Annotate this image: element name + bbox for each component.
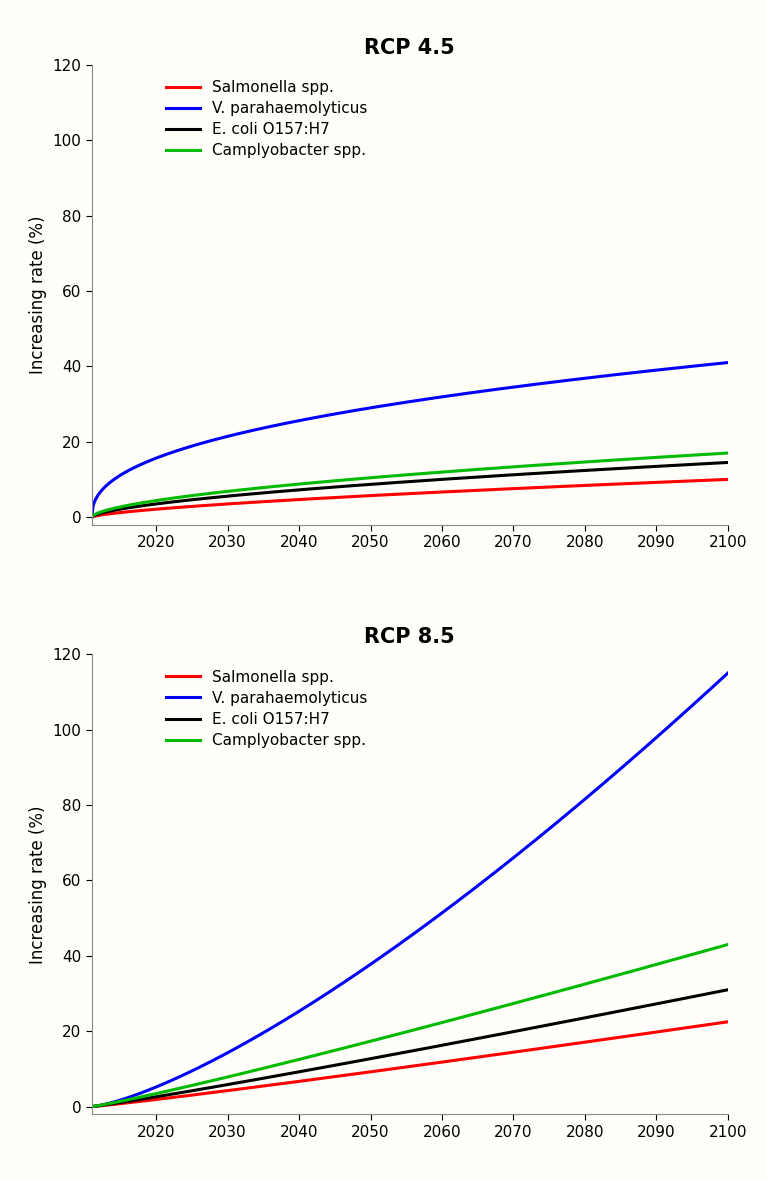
Line: Camplyobacter spp.: Camplyobacter spp.: [92, 944, 728, 1107]
Salmonella spp.: [723, 473, 732, 487]
Camplyobacter spp.: [512, 460, 521, 474]
Line: V. parahaemolyticus: V. parahaemolyticus: [92, 363, 728, 518]
Camplyobacter spp.: [200, 1075, 209, 1089]
Legend: Salmonella spp., V. parahaemolyticus, E. coli O157:H7, Camplyobacter spp.: Salmonella spp., V. parahaemolyticus, E.…: [163, 666, 371, 751]
V. parahaemolyticus: [250, 423, 260, 437]
Camplyobacter spp.: [250, 1063, 260, 1078]
V. parahaemolyticus: [723, 666, 732, 680]
V. parahaemolyticus: [566, 804, 575, 818]
E. coli O157:H7: [723, 455, 732, 469]
E. coli O157:H7: [200, 1081, 209, 1095]
E. coli O157:H7: [462, 1034, 471, 1048]
Line: Salmonella spp.: Salmonella spp.: [92, 480, 728, 518]
Title: RCP 8.5: RCP 8.5: [365, 627, 455, 647]
Salmonella spp.: [723, 1015, 732, 1029]
Salmonella spp.: [250, 1080, 260, 1094]
Camplyobacter spp.: [375, 1032, 385, 1046]
Line: E. coli O157:H7: E. coli O157:H7: [92, 462, 728, 518]
Camplyobacter spp.: [87, 511, 97, 525]
E. coli O157:H7: [250, 487, 260, 501]
E. coli O157:H7: [723, 983, 732, 997]
Line: V. parahaemolyticus: V. parahaemolyticus: [92, 673, 728, 1107]
Legend: Salmonella spp., V. parahaemolyticus, E. coli O157:H7, Camplyobacter spp.: Salmonella spp., V. parahaemolyticus, E.…: [163, 77, 371, 162]
Y-axis label: Increasing rate (%): Increasing rate (%): [29, 216, 47, 374]
Camplyobacter spp.: [512, 995, 521, 1009]
Salmonella spp.: [200, 499, 209, 513]
E. coli O157:H7: [462, 470, 471, 485]
Camplyobacter spp.: [566, 981, 575, 995]
E. coli O157:H7: [87, 1100, 97, 1114]
Camplyobacter spp.: [462, 463, 471, 477]
Camplyobacter spp.: [250, 481, 260, 495]
V. parahaemolyticus: [87, 1100, 97, 1114]
Camplyobacter spp.: [566, 456, 575, 470]
Salmonella spp.: [250, 495, 260, 509]
Salmonella spp.: [375, 488, 385, 502]
Title: RCP 4.5: RCP 4.5: [365, 38, 455, 58]
V. parahaemolyticus: [87, 511, 97, 525]
V. parahaemolyticus: [462, 888, 471, 902]
Line: Salmonella spp.: Salmonella spp.: [92, 1022, 728, 1107]
Camplyobacter spp.: [200, 487, 209, 501]
E. coli O157:H7: [566, 465, 575, 479]
E. coli O157:H7: [566, 1014, 575, 1028]
E. coli O157:H7: [375, 476, 385, 490]
Salmonella spp.: [566, 479, 575, 493]
V. parahaemolyticus: [250, 1030, 260, 1045]
Salmonella spp.: [375, 1063, 385, 1078]
Salmonella spp.: [462, 1052, 471, 1066]
Camplyobacter spp.: [87, 1100, 97, 1114]
Salmonella spp.: [462, 483, 471, 498]
V. parahaemolyticus: [200, 1058, 209, 1072]
Camplyobacter spp.: [723, 937, 732, 951]
V. parahaemolyticus: [723, 356, 732, 370]
Camplyobacter spp.: [462, 1009, 471, 1023]
Salmonella spp.: [512, 1045, 521, 1059]
V. parahaemolyticus: [512, 380, 521, 394]
Salmonella spp.: [87, 511, 97, 525]
Line: E. coli O157:H7: E. coli O157:H7: [92, 990, 728, 1107]
V. parahaemolyticus: [200, 435, 209, 449]
V. parahaemolyticus: [566, 373, 575, 387]
Y-axis label: Increasing rate (%): Increasing rate (%): [29, 805, 47, 963]
V. parahaemolyticus: [375, 951, 385, 966]
E. coli O157:H7: [87, 511, 97, 525]
E. coli O157:H7: [512, 468, 521, 482]
Line: Camplyobacter spp.: Camplyobacter spp.: [92, 453, 728, 518]
Camplyobacter spp.: [375, 470, 385, 485]
Salmonella spp.: [566, 1038, 575, 1052]
V. parahaemolyticus: [512, 848, 521, 862]
Salmonella spp.: [87, 1100, 97, 1114]
E. coli O157:H7: [375, 1050, 385, 1065]
E. coli O157:H7: [250, 1073, 260, 1087]
Camplyobacter spp.: [723, 446, 732, 460]
V. parahaemolyticus: [462, 387, 471, 401]
E. coli O157:H7: [200, 492, 209, 506]
V. parahaemolyticus: [375, 400, 385, 414]
Salmonella spp.: [512, 481, 521, 495]
Salmonella spp.: [200, 1087, 209, 1101]
E. coli O157:H7: [512, 1025, 521, 1039]
